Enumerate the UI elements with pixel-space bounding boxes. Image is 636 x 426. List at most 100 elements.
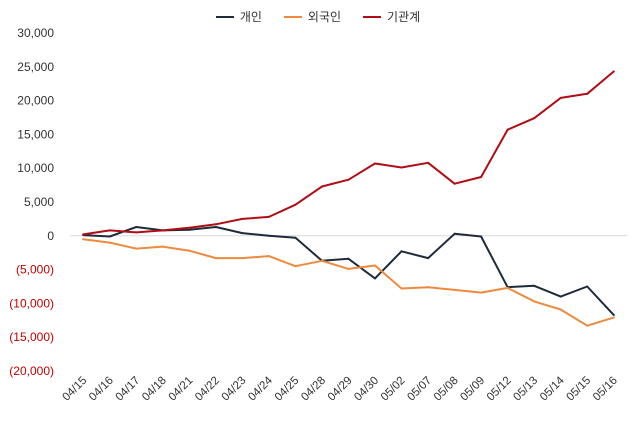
data-point-series-1 (612, 316, 615, 319)
data-point-series-1 (506, 286, 509, 289)
data-point-series-0 (347, 257, 350, 260)
y-tick-label: (15,000) (9, 330, 54, 344)
data-point-series-2 (320, 185, 323, 188)
data-point-series-0 (400, 250, 403, 253)
x-tick-label: 05/07 (405, 375, 434, 404)
legend-swatch-series-2 (363, 15, 382, 18)
data-point-series-1 (108, 241, 111, 244)
y-tick-label: (20,000) (9, 364, 54, 378)
x-tick-label: 04/21 (167, 375, 196, 404)
data-point-series-2 (294, 203, 297, 206)
legend-item-series-1: 외국인 (283, 8, 342, 25)
x-tick-label: 04/24 (246, 374, 275, 403)
data-point-series-1 (82, 238, 85, 241)
legend-swatch-series-1 (283, 15, 302, 18)
x-tick-label: 05/16 (591, 375, 620, 404)
data-point-series-2 (214, 223, 217, 226)
data-point-series-2 (559, 96, 562, 99)
x-tick-label: 04/29 (326, 375, 355, 404)
x-tick-label: 05/13 (511, 375, 540, 404)
y-tick-label: 20,000 (17, 94, 54, 108)
data-point-series-0 (294, 236, 297, 239)
x-tick-label: 05/12 (485, 375, 514, 404)
x-tick-label: 05/08 (432, 375, 461, 404)
data-point-series-1 (267, 255, 270, 258)
x-tick-label: 04/28 (299, 375, 328, 404)
data-point-series-1 (427, 286, 430, 289)
data-point-series-1 (347, 267, 350, 270)
data-point-series-1 (400, 287, 403, 290)
data-point-series-0 (374, 277, 377, 280)
x-tick-label: 04/30 (352, 375, 381, 404)
data-point-series-2 (188, 226, 191, 229)
data-point-series-2 (135, 231, 138, 234)
data-point-series-1 (241, 257, 244, 260)
data-point-series-1 (214, 257, 217, 260)
data-point-series-2 (400, 166, 403, 169)
y-tick-label: 30,000 (17, 26, 54, 40)
x-tick-label: 04/17 (114, 375, 143, 404)
data-point-series-2 (374, 162, 377, 165)
data-point-series-1 (188, 249, 191, 252)
data-point-series-2 (347, 178, 350, 181)
x-tick-label: 04/15 (61, 375, 90, 404)
x-tick-label: 05/02 (379, 375, 408, 404)
legend-label-series-2: 기관계 (387, 10, 421, 24)
x-tick-label: 05/09 (458, 375, 487, 404)
legend-item-series-2: 기관계 (363, 8, 420, 25)
data-point-series-0 (135, 226, 138, 229)
data-point-series-2 (453, 182, 456, 185)
data-point-series-0 (427, 257, 430, 260)
data-point-series-2 (108, 229, 111, 232)
data-point-series-1 (161, 245, 164, 248)
data-point-series-1 (294, 265, 297, 268)
series-line-2 (82, 70, 615, 236)
data-point-series-0 (559, 295, 562, 298)
data-point-series-2 (480, 175, 483, 178)
data-point-series-0 (533, 284, 536, 287)
data-point-series-0 (480, 235, 483, 238)
data-point-series-1 (533, 300, 536, 303)
data-point-series-0 (214, 226, 217, 229)
axis-layer: 30,000 25,000 20,000 15,000 10,000 5,000 0 (5,0… (9, 26, 627, 403)
data-point-series-2 (506, 128, 509, 131)
data-point-series-1 (586, 324, 589, 327)
data-point-series-1 (374, 264, 377, 267)
data-point-series-2 (427, 161, 430, 164)
data-point-series-1 (320, 259, 323, 262)
y-tick-label: 10,000 (17, 161, 54, 175)
data-point-series-0 (188, 228, 191, 231)
legend-swatch-series-0 (215, 15, 234, 18)
legend-label-series-1: 외국인 (307, 10, 342, 24)
series-layer (82, 70, 615, 327)
data-point-series-0 (241, 232, 244, 235)
data-point-series-1 (559, 308, 562, 311)
x-tick-label: 04/23 (220, 375, 249, 404)
data-point-series-0 (108, 235, 111, 238)
y-tick-label: 25,000 (17, 60, 54, 74)
data-point-series-2 (241, 217, 244, 220)
legend-label-series-0: 개인 (239, 10, 262, 24)
y-tick-label: 15,000 (17, 127, 54, 141)
data-point-series-0 (267, 234, 270, 237)
x-tick-label: 05/14 (538, 374, 567, 403)
data-point-series-0 (612, 313, 615, 316)
y-tick-label: 5,000 (24, 195, 54, 209)
data-point-series-2 (161, 229, 164, 232)
data-point-series-1 (480, 291, 483, 294)
data-point-series-0 (453, 232, 456, 235)
y-tick-label: (5,000) (16, 263, 54, 277)
legend-item-series-0: 개인 (215, 8, 262, 25)
data-point-series-2 (267, 215, 270, 218)
x-tick-label: 04/18 (140, 375, 169, 404)
y-tick-label: (10,000) (9, 296, 54, 310)
x-tick-label: 04/16 (87, 375, 116, 404)
data-point-series-2 (533, 117, 536, 120)
series-line-1 (82, 238, 615, 327)
data-point-series-1 (453, 288, 456, 291)
data-point-series-2 (82, 233, 85, 236)
data-point-series-2 (586, 92, 589, 95)
data-point-series-2 (612, 70, 615, 73)
x-tick-label: 05/15 (564, 375, 593, 404)
